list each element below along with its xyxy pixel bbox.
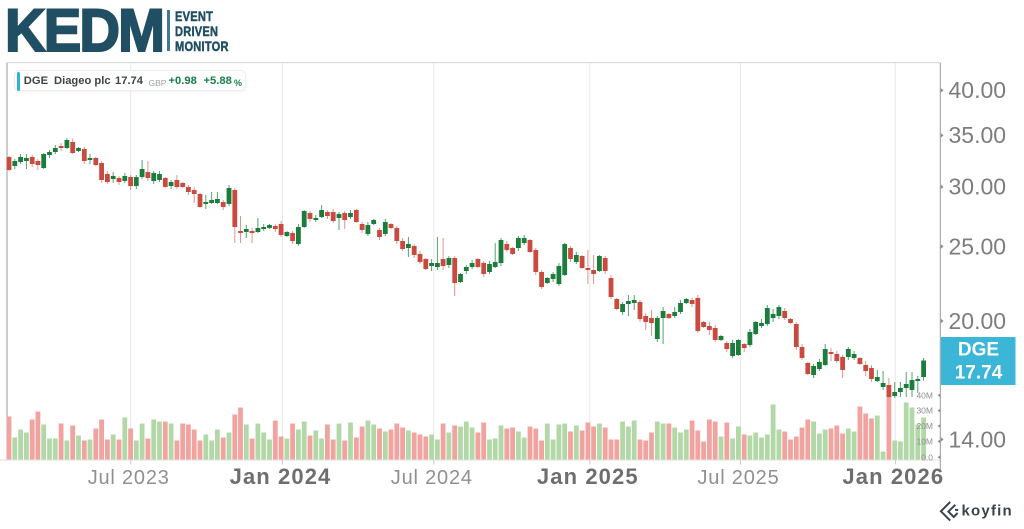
svg-text:Jul 2023: Jul 2023 [88,467,170,489]
svg-text:Jan 2024: Jan 2024 [230,464,332,489]
svg-text:Jul 2025: Jul 2025 [697,467,779,489]
svg-text:40M: 40M [916,390,933,400]
svg-text:10M: 10M [916,437,933,447]
svg-text:Jan 2025: Jan 2025 [537,464,639,489]
svg-text:17.74: 17.74 [955,363,1003,384]
svg-text:40.00: 40.00 [949,77,1007,103]
svg-text:20.00: 20.00 [949,308,1007,334]
svg-text:25.00: 25.00 [949,233,1007,259]
svg-text:Jul 2024: Jul 2024 [391,467,473,489]
svg-text:14.00: 14.00 [949,426,1007,452]
svg-text:35.00: 35.00 [949,122,1007,148]
svg-text:30.00: 30.00 [949,174,1007,200]
svg-text:Jan 2026: Jan 2026 [842,464,944,489]
svg-text:koyfin: koyfin [962,503,1013,520]
svg-text:DGE: DGE [958,340,999,361]
svg-text:0.0: 0.0 [921,452,933,462]
svg-text:30M: 30M [916,406,933,416]
svg-text:20M: 20M [916,421,933,431]
